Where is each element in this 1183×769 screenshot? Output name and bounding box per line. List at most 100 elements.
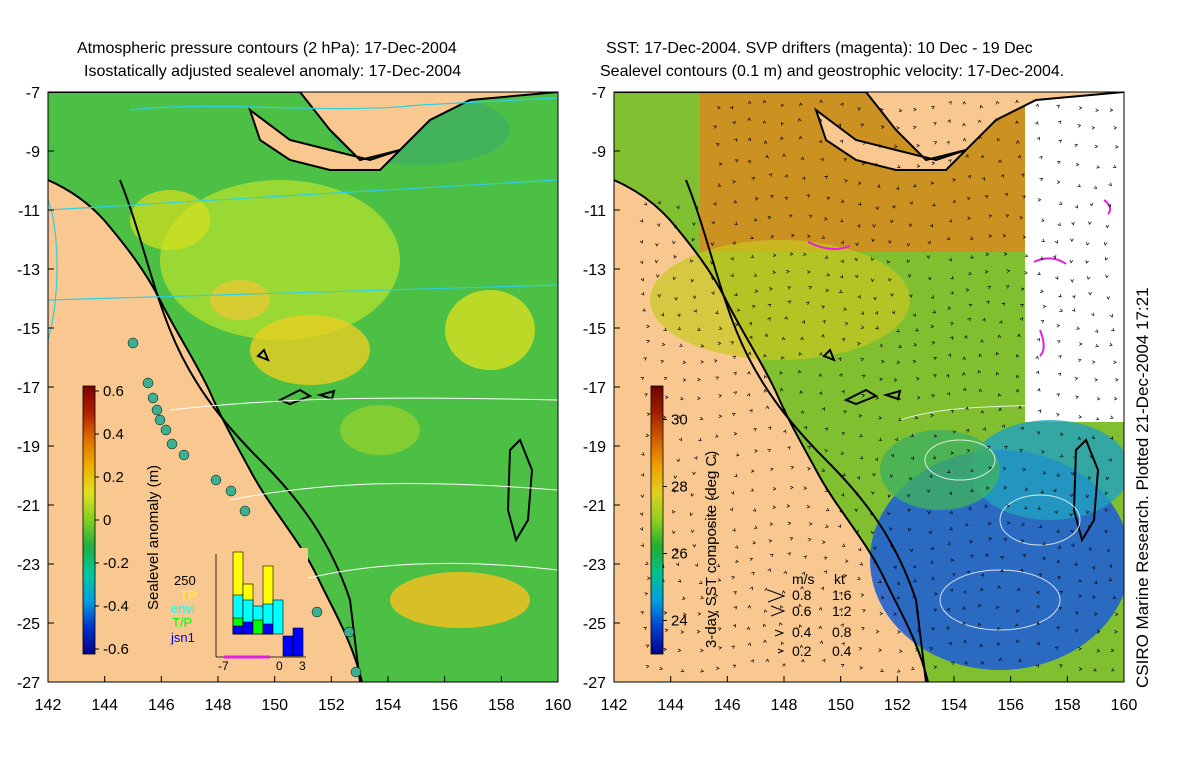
- velocity-arrow-357: [1109, 342, 1113, 347]
- velocity-legend-kt-2: 1.2: [832, 603, 852, 619]
- velocity-arrow-812: [1036, 641, 1040, 646]
- velocity-arrow-229: [753, 273, 758, 277]
- velocity-arrow-686: [717, 578, 722, 582]
- velocity-arrow-170: [655, 242, 659, 247]
- velocity-arrow-756: [996, 605, 1000, 610]
- velocity-arrow-163: [1019, 216, 1024, 220]
- velocity-arrow-66: [1074, 143, 1079, 148]
- velocity-arrow-565: [970, 488, 975, 493]
- velocity-arrow-795: [731, 645, 735, 649]
- velocity-arrow-836: [980, 660, 985, 665]
- velocity-arrow-36: [947, 119, 951, 123]
- velocity-arrow-161: [988, 214, 993, 218]
- velocity-arrow-104: [930, 181, 935, 185]
- velocity-arrow-632: [712, 546, 716, 550]
- velocity-arrow-644: [930, 546, 934, 551]
- velocity-arrow-239: [927, 276, 932, 281]
- velocity-arrow-401: [933, 374, 937, 378]
- velocity-arrow-126: [840, 199, 845, 203]
- velocity-arrow-41: [1035, 121, 1039, 125]
- velocity-arrow-719: [820, 586, 825, 591]
- velocity-arrow-203: [772, 253, 777, 257]
- velocity-arrow-336: [730, 341, 734, 345]
- velocity-arrow-639: [841, 543, 846, 547]
- velocity-arrow-491: [1091, 435, 1095, 440]
- velocity-arrow-578: [710, 511, 714, 515]
- velocity-arrow-679: [1074, 562, 1078, 566]
- velocity-arrow-202: [750, 254, 755, 258]
- velocity-arrow-200: [710, 261, 714, 265]
- velocity-arrow-63: [1016, 140, 1020, 144]
- velocity-arrow-258: [787, 286, 792, 290]
- velocity-arrow-285: [787, 300, 791, 304]
- velocity-arrow-694: [857, 576, 861, 581]
- velocity-arrow-67: [1094, 144, 1099, 149]
- velocity-arrow-57: [916, 143, 920, 148]
- velocity-arrow-157: [908, 223, 913, 228]
- velocity-arrow-798: [780, 641, 785, 646]
- velocity-arrow-207: [840, 259, 844, 263]
- velocity-arrow-558: [840, 492, 845, 497]
- velocity-arrow-556: [803, 486, 808, 490]
- xtick-label-L-9: 160: [545, 697, 572, 714]
- velocity-arrow-392: [763, 374, 768, 379]
- velocity-arrow-86: [1017, 154, 1022, 159]
- velocity-arrow-716: [764, 587, 768, 592]
- velocity-arrow-516: [1059, 454, 1064, 458]
- velocity-arrow-431: [978, 388, 983, 393]
- velocity-arrow-819: [680, 668, 685, 673]
- xtick-label-R-1: 144: [657, 697, 684, 714]
- velocity-arrow-135: [1004, 193, 1009, 197]
- velocity-arrow-617: [928, 530, 932, 535]
- velocity-arrow-150: [788, 214, 793, 218]
- velocity-arrow-49: [763, 140, 768, 145]
- velocity-arrow-557: [824, 488, 829, 493]
- velocity-arrow-654: [1106, 549, 1111, 553]
- velocity-arrow-317: [875, 326, 879, 330]
- velocity-arrow-344: [879, 343, 884, 347]
- velocity-arrow-547: [640, 494, 644, 498]
- velocity-arrow-796: [747, 642, 751, 647]
- velocity-arrow-271: [1020, 287, 1025, 292]
- velocity-arrow-805: [915, 648, 919, 652]
- velocity-arrow-835: [964, 661, 968, 665]
- velocity-arrow-651: [1057, 545, 1062, 549]
- velocity-arrow-125: [826, 196, 831, 201]
- velocity-arrow-594: [1006, 504, 1011, 508]
- velocity-arrow-534: [889, 474, 894, 478]
- velocity-arrow-39: [995, 118, 999, 122]
- velocity-arrow-397: [861, 375, 866, 379]
- velocity-arrow-416: [718, 394, 723, 398]
- velocity-arrow-245: [1037, 271, 1041, 275]
- cbRticks-label-0: 30: [671, 412, 688, 429]
- velocity-arrow-23: [713, 125, 718, 129]
- velocity-arrow-627: [1104, 529, 1109, 534]
- velocity-arrow-586: [854, 508, 858, 512]
- velocity-arrow-761: [1094, 612, 1098, 616]
- velocity-arrow-740: [715, 610, 720, 615]
- velocity-arrow-670: [912, 564, 916, 569]
- velocity-arrow-537: [946, 469, 951, 474]
- velocity-arrow-27: [780, 121, 785, 126]
- velocity-arrow-780: [946, 626, 950, 630]
- velocity-arrow-445: [749, 409, 753, 413]
- velocity-arrow-734: [1092, 595, 1096, 599]
- velocity-arrow-481: [910, 433, 914, 438]
- inset-legend-2: envi: [171, 601, 195, 616]
- velocity-arrow-361: [700, 360, 705, 364]
- velocity-arrow-87: [1039, 155, 1043, 160]
- velocity-arrow-843: [1110, 668, 1115, 672]
- velocity-arrow-354: [1057, 340, 1061, 344]
- velocity-arrow-375: [947, 353, 952, 358]
- inset-top-label: 250: [174, 573, 196, 588]
- velocity-arrow-687: [731, 575, 736, 580]
- velocity-arrow-609: [787, 521, 792, 526]
- velocity-arrow-482: [933, 434, 938, 438]
- velocity-arrow-674: [984, 553, 989, 558]
- velocity-arrow-455: [930, 413, 934, 418]
- velocity-arrow-615: [889, 527, 893, 531]
- velocity-arrow-781: [962, 621, 966, 626]
- velocity-arrow-337: [749, 335, 753, 340]
- velocity-arrow-141: [1107, 203, 1112, 208]
- velocity-arrow-318: [896, 329, 900, 333]
